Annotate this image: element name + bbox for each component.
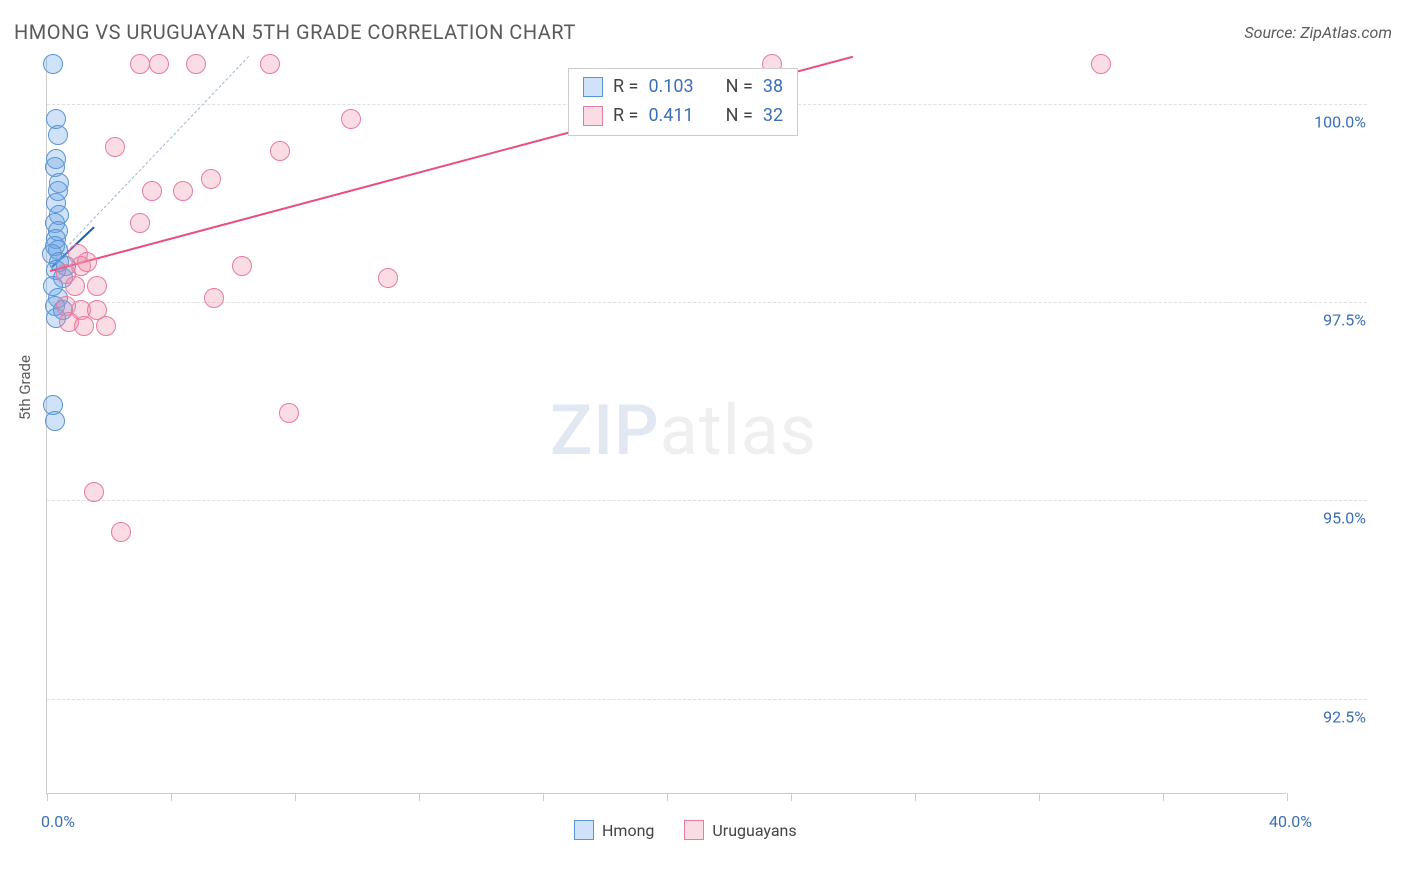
- legend-row: R = 0.103 N = 38: [583, 73, 783, 102]
- data-point: [48, 125, 68, 145]
- y-tick-label: 97.5%: [1296, 311, 1366, 330]
- legend-swatch: [583, 106, 603, 126]
- gridline-h: [47, 699, 1367, 700]
- data-point: [186, 54, 206, 74]
- y-tick-label: 95.0%: [1296, 509, 1366, 528]
- data-point: [96, 316, 116, 336]
- x-tick: [171, 793, 172, 801]
- data-point: [84, 482, 104, 502]
- series-legend: Hmong Uruguayans: [574, 820, 797, 840]
- legend-n-value: 32: [763, 102, 783, 131]
- data-point: [43, 54, 63, 74]
- data-point: [149, 54, 169, 74]
- data-point: [201, 169, 221, 189]
- legend-n-value: 38: [763, 73, 783, 102]
- x-tick: [543, 793, 544, 801]
- x-tick: [667, 793, 668, 801]
- data-point: [130, 213, 150, 233]
- legend-row: R = 0.411 N = 32: [583, 102, 783, 131]
- legend-r-label: R =: [613, 102, 638, 131]
- data-point: [74, 316, 94, 336]
- x-tick-label: 0.0%: [41, 812, 75, 831]
- x-tick: [1039, 793, 1040, 801]
- data-point: [232, 256, 252, 276]
- legend-item: Hmong: [574, 820, 654, 840]
- legend-swatch: [583, 77, 603, 97]
- x-tick: [295, 793, 296, 801]
- chart-header: HMONG VS URUGUAYAN 5TH GRADE CORRELATION…: [14, 20, 1392, 44]
- data-point: [204, 288, 224, 308]
- x-tick-label: 40.0%: [1269, 812, 1312, 831]
- x-tick: [419, 793, 420, 801]
- legend-n-label: N =: [726, 102, 753, 131]
- y-axis-label: 5th Grade: [16, 355, 34, 420]
- gridline-h: [47, 302, 1367, 303]
- data-point: [260, 54, 280, 74]
- legend-r-label: R =: [613, 73, 638, 102]
- legend-n-label: N =: [726, 73, 753, 102]
- chart-area: 92.5%95.0%97.5%100.0%0.0%40.0%: [46, 56, 1366, 794]
- chart-title: HMONG VS URUGUAYAN 5TH GRADE CORRELATION…: [14, 20, 576, 44]
- legend-swatch: [684, 820, 704, 840]
- legend-r-value: 0.411: [648, 102, 693, 131]
- legend-item: Uruguayans: [684, 820, 796, 840]
- data-point: [77, 252, 97, 272]
- x-tick: [1163, 793, 1164, 801]
- data-point: [105, 137, 125, 157]
- x-tick: [791, 793, 792, 801]
- trend-line: [51, 56, 249, 263]
- plot-region: 92.5%95.0%97.5%100.0%0.0%40.0%: [46, 56, 1286, 794]
- data-point: [65, 276, 85, 296]
- y-tick-label: 100.0%: [1296, 112, 1366, 131]
- legend-label: Hmong: [602, 821, 654, 840]
- legend-swatch: [574, 820, 594, 840]
- data-point: [142, 181, 162, 201]
- correlation-legend: R = 0.103 N = 38 R = 0.411 N = 32: [568, 68, 798, 136]
- gridline-h: [47, 500, 1367, 501]
- chart-source: Source: ZipAtlas.com: [1244, 23, 1392, 42]
- data-point: [378, 268, 398, 288]
- x-tick: [1287, 793, 1288, 801]
- data-point: [279, 403, 299, 423]
- data-point: [1091, 54, 1111, 74]
- legend-r-value: 0.103: [648, 73, 693, 102]
- data-point: [130, 54, 150, 74]
- x-tick: [47, 793, 48, 801]
- y-tick-label: 92.5%: [1296, 707, 1366, 726]
- data-point: [111, 522, 131, 542]
- data-point: [173, 181, 193, 201]
- data-point: [87, 276, 107, 296]
- data-point: [270, 141, 290, 161]
- data-point: [45, 411, 65, 431]
- data-point: [341, 109, 361, 129]
- legend-label: Uruguayans: [712, 821, 796, 840]
- x-tick: [915, 793, 916, 801]
